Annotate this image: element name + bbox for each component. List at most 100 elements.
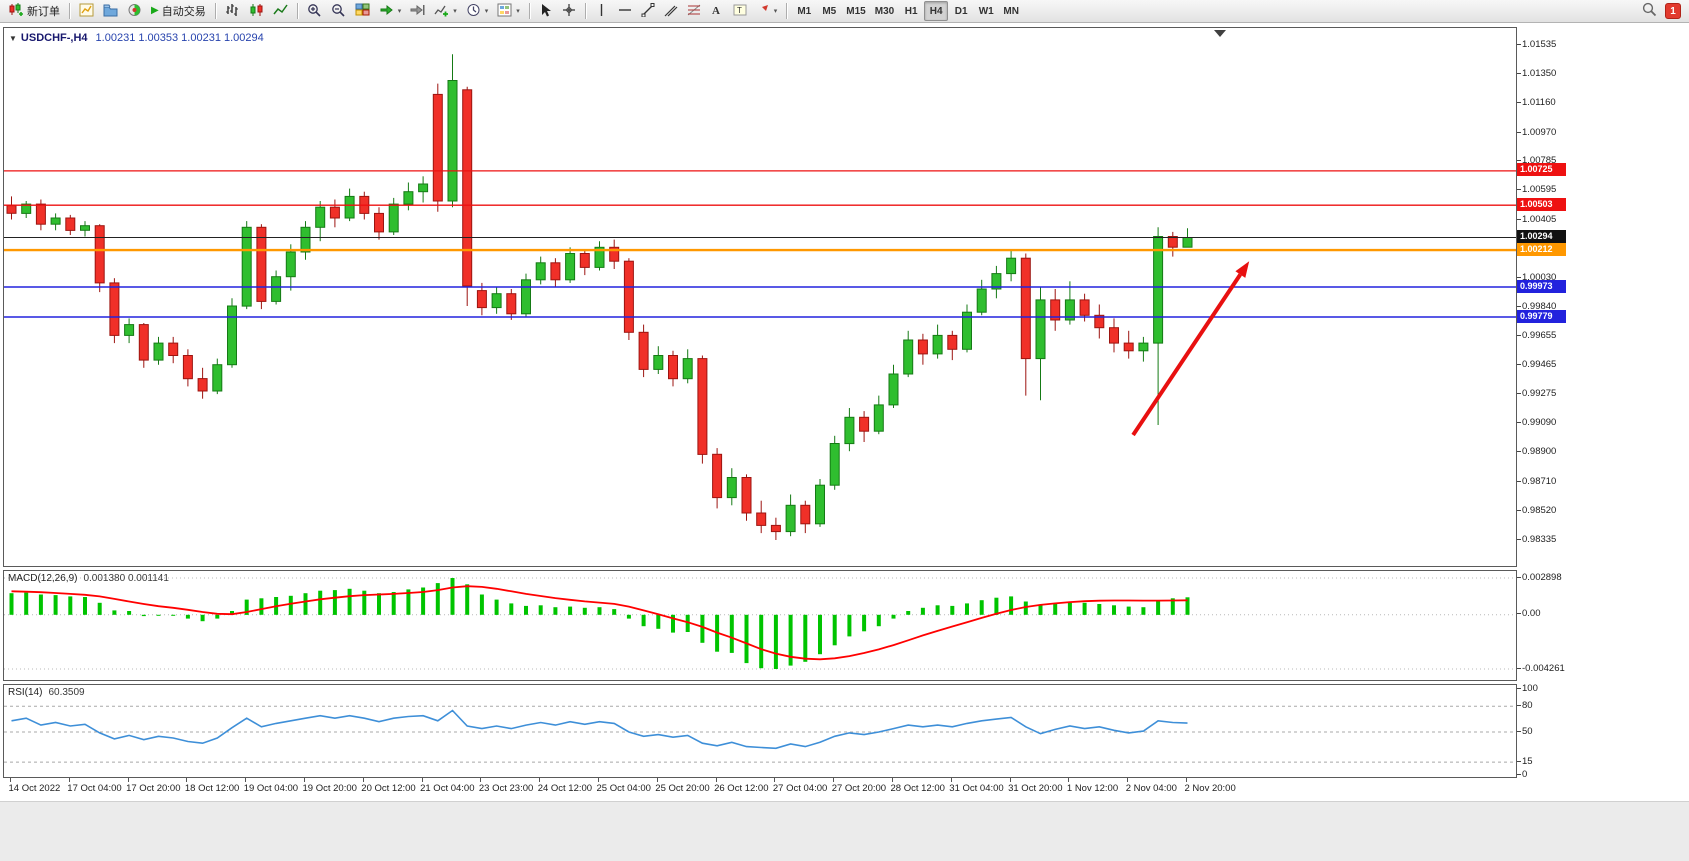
auto-scroll-icon [379,3,394,20]
time-axis-tick [186,778,188,782]
chart-window: ▼ USDCHF-,H4 1.00231 1.00353 1.00231 1.002… [0,24,1689,861]
indicators-button[interactable]: ▾ [430,1,461,21]
horizontal-line-icon [618,3,632,20]
timeframe-h1[interactable]: H1 [904,5,918,17]
macd-canvas[interactable] [4,571,1516,680]
label-button[interactable]: T [729,1,751,21]
price-axis-label: 1.00785 [1522,155,1557,167]
notification-badge[interactable]: 1 [1665,3,1681,19]
periods-clock-icon [466,3,481,20]
rsi-canvas[interactable] [4,685,1516,777]
price-axis-label: 1.00030 [1522,271,1557,283]
price-axis-tick [1517,306,1521,308]
price-axis-tick [1517,44,1521,46]
horizontal-line-button[interactable] [614,1,636,21]
toolbar-separator [296,3,298,19]
timeframe-m5[interactable]: M5 [822,5,837,17]
timeframe-m15[interactable]: M15 [846,5,866,17]
main-chart-pane[interactable] [3,27,1517,567]
time-axis-label: 17 Oct 04:00 [67,783,122,794]
time-axis-tick [1068,778,1070,782]
chart-shift-icon [410,3,425,20]
price-axis-label: 0.99090 [1522,416,1557,428]
macd-values: 0.001380 0.001141 [83,573,169,584]
new-order-button[interactable]: 新订单 [4,1,64,21]
profiles-button[interactable] [99,1,122,21]
price-axis-label: 0.98710 [1522,475,1557,487]
trendline-button[interactable] [637,1,659,21]
fibonacci-button[interactable] [683,1,705,21]
dropdown-caret-icon: ▾ [453,8,457,15]
dropdown-caret-icon: ▾ [516,8,520,15]
timeframe-h4[interactable]: H4 [924,1,949,21]
chart-shift-button[interactable] [406,1,429,21]
time-axis-tick [833,778,835,782]
price-axis-tick [1517,334,1521,336]
price-axis-tick [1517,189,1521,191]
timeframe-d1[interactable]: D1 [954,5,968,17]
price-axis-tick [1517,421,1521,423]
cursor-button[interactable] [535,1,557,21]
timeframe-m30[interactable]: M30 [874,5,895,17]
timeframe-mn[interactable]: MN [1003,5,1019,17]
candlestick-canvas[interactable] [4,28,1516,566]
trendline-icon [641,2,655,20]
play-icon: ▶ [151,5,159,16]
price-axis-label: 0.98900 [1522,446,1557,458]
rsi-axis-tick [1517,730,1521,732]
new-chart-icon [79,3,94,20]
search-button[interactable] [1638,1,1661,21]
text-button[interactable]: A [706,1,728,21]
community-button[interactable] [123,1,146,21]
line-chart-button[interactable] [269,1,292,21]
periods-button[interactable]: ▾ [462,1,493,21]
price-level-tag: 1.00503 [1517,197,1566,211]
dropdown-caret-icon: ▾ [773,8,778,15]
rsi-indicator-pane[interactable] [3,684,1517,778]
auto-trading-button[interactable]: ▶ 自动交易 [147,1,210,21]
price-axis-label: 0.98520 [1522,504,1557,516]
macd-indicator-pane[interactable] [3,570,1517,681]
time-axis-label: 17 Oct 20:00 [126,783,181,794]
crosshair-icon [562,3,576,20]
templates-icon [497,3,512,20]
toolbar-right-group: 1 [1638,1,1685,21]
channel-button[interactable] [660,1,682,21]
price-axis-tick [1517,131,1521,133]
price-axis-label: 1.01350 [1522,67,1557,79]
templates-button[interactable]: ▾ [493,1,524,21]
rsi-axis-tick [1517,773,1521,775]
chart-title: ▼ USDCHF-,H4 1.00231 1.00353 1.00231 1.002… [9,32,264,44]
zoom-out-button[interactable] [327,1,350,21]
rsi-axis-tick [1517,760,1521,762]
price-axis-tick [1517,393,1521,395]
timeframe-w1[interactable]: W1 [978,5,994,17]
time-axis-tick [304,778,305,782]
price-axis-tick [1517,72,1521,74]
price-axis-label: 1.01160 [1522,97,1556,109]
rsi-axis-label: 100 [1522,682,1538,694]
vertical-line-button[interactable] [591,1,613,21]
trend-arrow-annotation [1131,261,1250,437]
chart-symbol-period: USDCHF-,H4 [20,32,88,44]
time-axis-label: 31 Oct 04:00 [949,783,1004,794]
candlestick-chart-button[interactable] [245,1,268,21]
auto-scroll-button[interactable]: ▾ [375,1,406,21]
macd-axis-label: -0.004261 [1522,662,1565,674]
time-axis-label: 27 Oct 04:00 [772,783,828,794]
crosshair-button[interactable] [558,1,580,21]
arrows-button[interactable]: ▾ [752,1,782,21]
time-axis-label: 25 Oct 04:00 [596,783,651,794]
timeframe-m1[interactable]: M1 [797,5,812,17]
indicators-icon [434,3,449,20]
symbol-dropdown-icon[interactable]: ▼ [9,34,17,43]
bar-chart-button[interactable] [221,1,244,21]
tile-windows-button[interactable] [351,1,374,21]
zoom-in-button[interactable] [303,1,326,21]
time-axis-label: 23 Oct 23:00 [478,783,534,794]
time-axis-tick [1127,778,1129,782]
cursor-icon [539,3,552,20]
macd-axis-label: 0.00 [1522,608,1541,620]
new-chart-button[interactable] [75,1,98,21]
rsi-line [11,709,1188,750]
